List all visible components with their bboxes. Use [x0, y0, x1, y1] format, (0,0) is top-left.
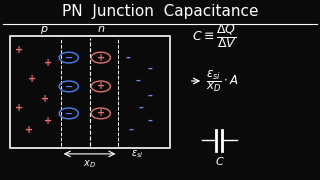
Text: +: + [97, 81, 105, 91]
Text: –: – [138, 103, 143, 113]
Text: –: – [135, 76, 140, 86]
Text: –: – [148, 116, 153, 126]
Text: +: + [15, 103, 23, 113]
Text: $x_D$: $x_D$ [83, 158, 96, 170]
Text: C: C [215, 157, 223, 167]
Text: +: + [25, 125, 33, 135]
Text: +: + [44, 116, 52, 126]
Text: +: + [97, 108, 105, 118]
Text: +: + [44, 58, 52, 68]
Text: −: − [65, 81, 73, 91]
Text: $\varepsilon_{si}$: $\varepsilon_{si}$ [131, 148, 144, 160]
Text: p: p [40, 24, 47, 34]
Text: –: – [148, 90, 153, 100]
Text: −: − [65, 108, 73, 118]
Text: –: – [125, 53, 131, 63]
Text: PN  Junction  Capacitance: PN Junction Capacitance [62, 4, 258, 19]
Text: –: – [129, 125, 134, 135]
Text: $\dfrac{\varepsilon_{si}}{x_D} \cdot A$: $\dfrac{\varepsilon_{si}}{x_D} \cdot A$ [206, 68, 239, 94]
Text: +: + [97, 53, 105, 63]
Text: −: − [65, 53, 73, 63]
Text: +: + [41, 94, 49, 104]
FancyBboxPatch shape [10, 36, 170, 148]
Text: +: + [15, 45, 23, 55]
Text: –: – [148, 63, 153, 73]
Text: +: + [28, 74, 36, 84]
Text: $C \equiv \dfrac{\Delta Q}{\Delta V}$: $C \equiv \dfrac{\Delta Q}{\Delta V}$ [192, 22, 237, 50]
Text: n: n [97, 24, 104, 34]
